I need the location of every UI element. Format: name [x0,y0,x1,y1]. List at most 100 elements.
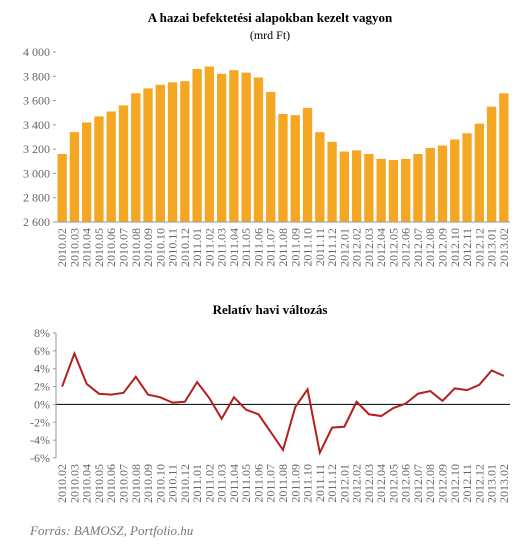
bar [474,123,484,222]
x-tick-label: 2011.02 [202,228,216,267]
bar [229,70,239,222]
y-tick-label: 2 600 [23,215,50,229]
x-tick-label: 2010.12 [178,228,192,267]
bar [118,105,129,222]
bar [155,84,165,223]
bar [327,141,337,222]
x-tick-label: 2010.03 [67,464,81,503]
x-tick-label: 2010.06 [104,464,118,503]
x-tick-label: 2012.02 [350,464,364,503]
x-tick-label: 2012.03 [362,464,376,503]
x-tick-label: 2013.02 [497,228,511,267]
x-tick-label: 2012.06 [399,464,413,503]
x-tick-label: 2012.07 [411,228,425,267]
x-tick-label: 2011.08 [276,464,290,503]
source: Forrás: BAMOSZ, Portfolio.hu [29,523,194,538]
x-tick-label: 2011.06 [251,464,265,503]
bar [401,158,411,222]
x-tick-label: 2011.12 [325,228,339,267]
x-tick-label: 2012.10 [448,464,462,503]
x-tick-label: 2011.07 [264,464,278,503]
bar [315,132,325,222]
bar [388,160,399,222]
bar [351,150,362,222]
bar [486,106,497,222]
x-tick-label: 2011.09 [288,228,302,267]
y-tick-label: 3 200 [23,142,50,156]
x-tick-label: 2013.01 [485,228,499,267]
x-tick-label: 2010.09 [141,228,155,267]
x-tick-label: 2012.09 [436,464,450,503]
bar [376,158,386,222]
x-tick-label: 2010.05 [92,228,106,267]
x-tick-label: 2010.05 [92,464,106,503]
x-tick-label: 2012.05 [386,464,400,503]
x-tick-label: 2011.02 [202,464,216,503]
x-tick-label: 2011.10 [301,464,315,503]
y-tick-label: -2% [30,415,50,429]
x-tick-label: 2012.04 [374,228,388,267]
bar [425,147,435,222]
bar [253,77,264,222]
x-tick-label: 2012.08 [423,464,437,503]
x-tick-label: 2011.03 [215,464,229,503]
y-tick-label: 8% [34,326,50,340]
bar [192,69,202,222]
bar [290,115,300,222]
x-tick-label: 2012.02 [350,228,364,267]
x-tick-label: 2010.11 [166,228,180,267]
bar [450,139,460,222]
bar [143,88,153,222]
y-tick-label: 3 600 [23,94,50,108]
x-tick-label: 2010.02 [55,228,69,267]
x-tick-label: 2012.08 [423,228,437,267]
bar [278,113,288,222]
bar [204,66,215,222]
x-tick-label: 2011.07 [264,228,278,267]
x-tick-label: 2011.03 [215,228,229,267]
bar [82,122,92,222]
line [61,350,505,456]
y-tick-label: -4% [30,433,50,447]
x-tick-label: 2010.02 [55,464,69,503]
x-tick-label: 2011.04 [227,464,241,503]
bar [216,73,227,222]
x-tick-label: 2010.10 [153,228,167,267]
x-tick-label: 2010.08 [129,464,143,503]
bar [167,82,178,222]
x-tick-label: 2010.06 [104,228,118,267]
x-tick-label: 2011.11 [313,464,327,502]
y-tick-label: 2 800 [23,191,50,205]
y-tick-label: 3 000 [23,166,50,180]
chart-title: Relatív havi változás [213,302,328,317]
x-tick-label: 2012.03 [362,228,376,267]
y-tick-label: 4 000 [23,45,50,59]
x-tick-label: 2010.03 [67,228,81,267]
x-tick-label: 2012.10 [448,228,462,267]
bar [339,151,350,222]
x-tick-label: 2010.08 [129,228,143,267]
x-tick-label: 2010.04 [80,464,94,503]
x-tick-label: 2011.04 [227,228,241,267]
bar [413,154,423,222]
x-tick-label: 2011.12 [325,464,339,503]
chart-title: A hazai befektetési alapokban kezelt vag… [148,10,393,25]
x-tick-label: 2010.04 [80,228,94,267]
x-tick-label: 2011.05 [239,228,253,267]
x-tick-label: 2011.06 [251,228,265,267]
bar [499,93,509,223]
x-tick-label: 2012.09 [436,228,450,267]
x-tick-label: 2011.08 [276,228,290,267]
x-tick-label: 2011.01 [190,228,204,267]
bar [69,132,80,222]
x-tick-label: 2012.01 [337,228,351,267]
bar [106,111,116,222]
y-tick-label: 0% [34,397,50,411]
bar [437,145,448,222]
x-tick-label: 2010.10 [153,464,167,503]
x-tick-label: 2012.05 [386,228,400,267]
bar [364,154,374,222]
bar [180,81,190,223]
x-tick-label: 2012.06 [399,228,413,267]
